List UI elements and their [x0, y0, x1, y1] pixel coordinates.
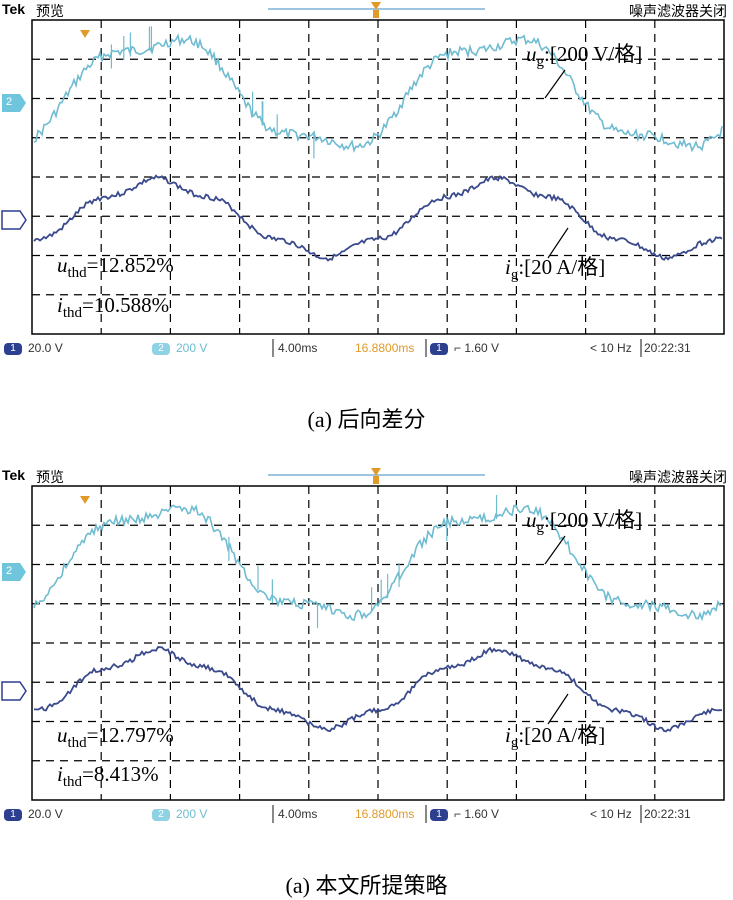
scope-topbar: Tek 预览 噪声滤波器关闭 — [0, 0, 733, 19]
voltage-scale-label: ug:[200 V/格] — [526, 508, 643, 536]
horizontal-position-readout[interactable]: 16.8800ms — [355, 341, 415, 355]
acquisition-mode: 预览 — [36, 3, 64, 19]
scope-panel-1: Tek 预览 噪声滤波器关闭 2 1 ug:[200 V/格] ig:[20 A… — [0, 0, 733, 360]
timebase-readout[interactable]: 4.00ms — [278, 807, 318, 821]
voltage-label-leader — [544, 69, 566, 99]
separator — [640, 805, 642, 823]
voltage-thd-readout: uthd=12.852% — [57, 253, 174, 281]
ch1-ground-marker: 1 — [6, 684, 13, 696]
current-label-leader — [547, 227, 569, 259]
ch2-marker-shape — [2, 563, 26, 581]
frequency-readout: < 10 Hz — [590, 341, 632, 355]
ch-trigger-marker-icon — [80, 30, 90, 38]
ch2-ground-marker: 2 — [6, 96, 13, 108]
trigger-edge-icon: ⌐ — [454, 807, 462, 821]
current-scale-label: ig:[20 A/格] — [505, 255, 606, 283]
figure-caption-a: (a) 后向差分 — [307, 407, 426, 432]
trigger-edge-icon: ⌐ — [454, 341, 462, 355]
ch1-ground-marker: 1 — [6, 213, 13, 225]
voltage-label-leader — [544, 535, 566, 565]
separator — [425, 805, 427, 823]
ch1-scale[interactable]: 1 20.0 V — [4, 340, 63, 356]
ch1-marker-shape — [1, 210, 27, 230]
scope-statusbar: 1 20.0 V 2 200 V 4.00ms 16.8800ms 1 ⌐ 1.60 … — [0, 804, 733, 824]
frequency-readout: < 10 Hz — [590, 807, 632, 821]
scope-statusbar: 1 20.0 V 2 200 V 4.00ms 16.8800ms 1 ⌐ 1.60 … — [0, 338, 733, 358]
timebase-readout[interactable]: 4.00ms — [278, 341, 318, 355]
brand-logo: Tek — [2, 467, 26, 483]
noise-filter-status: 噪声滤波器关闭 — [629, 469, 727, 485]
scope-display — [1, 2, 725, 335]
clock-readout: 20:22:31 — [644, 807, 691, 821]
current-thd-readout: ithd=8.413% — [57, 762, 159, 790]
horizontal-position-readout[interactable]: 16.8800ms — [355, 807, 415, 821]
separator — [272, 339, 274, 357]
scope-display — [1, 468, 725, 801]
ch2-marker-shape — [2, 94, 26, 112]
current-trace — [33, 174, 723, 262]
ch1-scale[interactable]: 1 20.0 V — [4, 806, 63, 822]
separator — [272, 805, 274, 823]
trigger-readout[interactable]: 1 ⌐ 1.60 V — [430, 806, 499, 822]
current-label-leader — [547, 693, 569, 725]
current-thd-readout: ithd=10.588% — [57, 293, 170, 321]
separator — [425, 339, 427, 357]
ch-trigger-marker-icon — [80, 496, 90, 504]
acquisition-mode: 预览 — [36, 469, 64, 485]
voltage-scale-label: ug:[200 V/格] — [526, 42, 643, 70]
scope-topbar: Tek 预览 噪声滤波器关闭 — [0, 466, 733, 485]
trigger-position-icon — [371, 468, 381, 476]
voltage-trace — [33, 33, 723, 153]
separator — [640, 339, 642, 357]
clock-readout: 20:22:31 — [644, 341, 691, 355]
trigger-position-icon — [371, 2, 381, 10]
ch2-scale[interactable]: 2 200 V — [152, 340, 207, 356]
trigger-position-icon — [373, 10, 379, 18]
ch2-ground-marker: 2 — [6, 565, 13, 577]
noise-filter-status: 噪声滤波器关闭 — [629, 3, 727, 19]
voltage-trace — [33, 504, 723, 622]
ch1-marker-shape — [1, 681, 27, 701]
ch2-scale[interactable]: 2 200 V — [152, 806, 207, 822]
trigger-readout[interactable]: 1 ⌐ 1.60 V — [430, 340, 499, 356]
current-scale-label: ig:[20 A/格] — [505, 723, 606, 751]
current-trace — [34, 646, 723, 733]
brand-logo: Tek — [2, 1, 26, 17]
trigger-position-icon — [373, 476, 379, 484]
voltage-thd-readout: uthd=12.797% — [57, 723, 174, 751]
figure-caption-b: (a) 本文所提策略 — [285, 873, 448, 898]
scope-panel-2: Tek 预览 噪声滤波器关闭 2 1 ug:[200 V/格] ig:[20 A… — [0, 466, 733, 826]
